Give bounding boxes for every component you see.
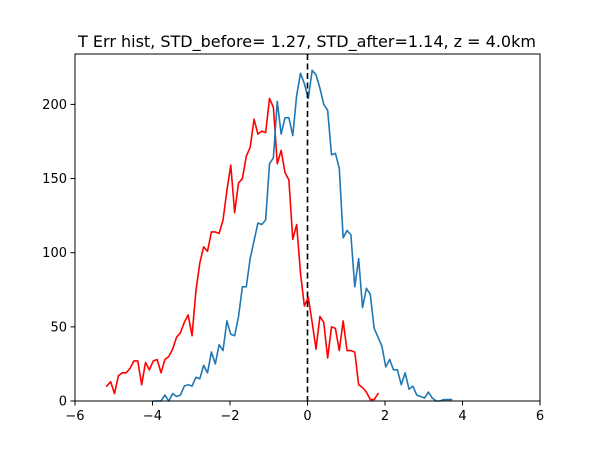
x-tick-label: 2 — [381, 409, 389, 424]
x-tick-label: −6 — [65, 409, 84, 424]
series-line-1 — [105, 97, 379, 401]
x-tick-label: 6 — [536, 409, 544, 424]
y-tick-label: 0 — [59, 395, 67, 410]
y-tick-label: 50 — [50, 320, 67, 335]
x-tick-label: 4 — [458, 409, 466, 424]
plot-lines — [105, 69, 453, 402]
x-tick-label: 0 — [303, 409, 311, 424]
chart-title: T Err hist, STD_before= 1.27, STD_after=… — [77, 32, 536, 52]
y-tick-label: 200 — [42, 98, 67, 113]
series-line-2 — [152, 69, 453, 402]
y-tick-label: 150 — [42, 172, 67, 187]
y-axis: 0 50 100 150 200 — [42, 98, 75, 410]
y-tick-label: 100 — [42, 246, 67, 261]
x-axis: −6 −4 −2 0 2 4 6 — [65, 401, 544, 424]
x-tick-label: −4 — [143, 409, 162, 424]
x-tick-label: −2 — [220, 409, 239, 424]
